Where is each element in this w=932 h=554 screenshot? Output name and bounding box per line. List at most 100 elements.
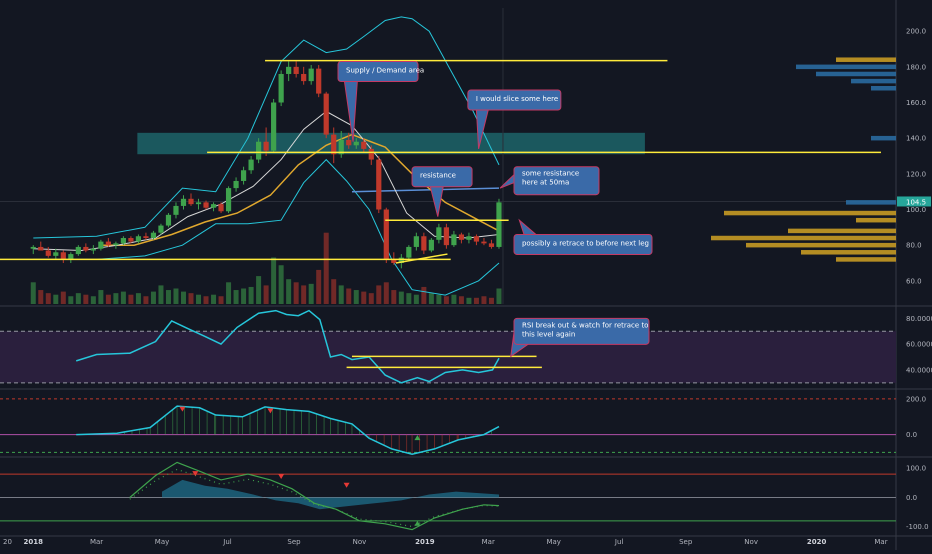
candle-body	[293, 66, 299, 74]
volume-bar	[376, 285, 382, 304]
candle-body	[233, 180, 239, 189]
volume-bar	[98, 290, 104, 304]
volume-bar	[421, 286, 427, 304]
candle-body	[346, 139, 352, 146]
annotation-text: some resistance	[522, 170, 579, 178]
volume-bar	[353, 290, 359, 304]
candle-body	[338, 139, 344, 155]
candle-body	[473, 236, 480, 242]
volume-bar	[278, 265, 284, 304]
candle-body	[436, 227, 442, 240]
annotation-box	[513, 317, 650, 345]
trend-line	[395, 253, 448, 264]
volume-bar	[188, 293, 194, 304]
annotation-text: this level again	[522, 330, 575, 338]
date-tick-label: Sep	[679, 538, 693, 546]
volume-bar	[60, 291, 66, 304]
price-tick-label: 160.0	[906, 99, 926, 107]
candle-body	[398, 257, 404, 263]
volume-bar	[45, 293, 51, 304]
date-tick-label: Jul	[614, 538, 624, 546]
volume-bar	[53, 294, 59, 304]
candle-body	[286, 66, 292, 74]
candle-body	[383, 209, 389, 260]
annotation-text: here at 50ma	[522, 179, 569, 187]
candle-body	[98, 241, 104, 249]
annotation-text: RSI break out & watch for retrace to	[522, 321, 648, 329]
candle-body	[316, 68, 322, 94]
candle-body	[391, 259, 397, 263]
volume-profile-bar	[724, 210, 896, 216]
volume-bar	[90, 296, 96, 304]
candle-body	[38, 246, 44, 251]
candle-body	[263, 141, 269, 151]
candle-body	[128, 238, 134, 242]
price-tick-label: 80.0	[906, 242, 922, 250]
volume-bar	[308, 283, 314, 304]
candle-body	[428, 239, 434, 251]
volume-bar	[451, 294, 457, 304]
date-tick-label: 2018	[24, 538, 44, 546]
candle-body	[361, 141, 367, 149]
macd-signal-marker	[179, 406, 186, 412]
candle-body	[466, 236, 472, 240]
volume-bar	[135, 293, 141, 304]
bollinger-upper-line	[33, 16, 500, 239]
volume-bar	[83, 294, 89, 304]
volume-bar	[226, 282, 232, 304]
candle-body	[90, 248, 96, 251]
date-tick-label: 2020	[807, 538, 827, 546]
candle-body	[225, 188, 232, 212]
volume-bar	[361, 291, 367, 304]
volume-bar	[196, 294, 202, 304]
candle-body	[271, 102, 277, 151]
candle-body	[105, 241, 111, 246]
candle-body	[218, 204, 224, 212]
candle-body	[331, 134, 337, 155]
osc-histogram-area	[162, 479, 499, 510]
price-tick-label: 120.0	[906, 170, 926, 178]
volume-profile-bar	[711, 235, 896, 241]
volume-bar	[413, 294, 419, 304]
date-tick-label: Jul	[222, 538, 232, 546]
candle-body	[83, 246, 89, 251]
volume-bar	[391, 290, 397, 304]
candle-body	[143, 236, 149, 239]
volume-bar	[383, 282, 389, 304]
candle-body	[323, 93, 329, 135]
candle-body	[301, 73, 307, 82]
volume-bar	[286, 279, 292, 304]
volume-bar	[481, 296, 487, 304]
volume-bar	[218, 296, 224, 304]
date-tick-label: Mar	[90, 538, 103, 546]
volume-bar	[458, 296, 464, 304]
candle-body	[113, 243, 119, 246]
volume-bar	[128, 294, 134, 304]
candle-body	[120, 238, 127, 244]
osc-signal-line	[129, 461, 500, 531]
volume-bar	[241, 288, 247, 304]
macd-tick-label: 0.0	[906, 431, 917, 439]
volume-bar	[301, 285, 307, 304]
candle-body	[60, 252, 66, 260]
annotation-text: resistance	[420, 172, 456, 180]
macd-line	[76, 405, 500, 455]
candle-body	[30, 246, 36, 249]
candle-body	[413, 236, 419, 247]
date-tick-label: 2019	[415, 538, 435, 546]
volume-bar	[263, 285, 269, 304]
osc-signal-marker	[414, 520, 421, 526]
volume-bar	[143, 296, 149, 304]
candle-body	[376, 159, 382, 210]
candle-body	[443, 227, 449, 246]
candle-body	[45, 250, 51, 256]
price-tick-label: 200.0	[906, 28, 926, 36]
annotation-text: possibly a retrace to before next leg	[522, 239, 649, 247]
rsi-line	[75, 309, 500, 384]
volume-profile-bar	[816, 71, 896, 77]
candle-body	[481, 241, 487, 244]
candle-body	[165, 214, 172, 226]
rsi-tick-label: 80.0000	[906, 315, 932, 323]
